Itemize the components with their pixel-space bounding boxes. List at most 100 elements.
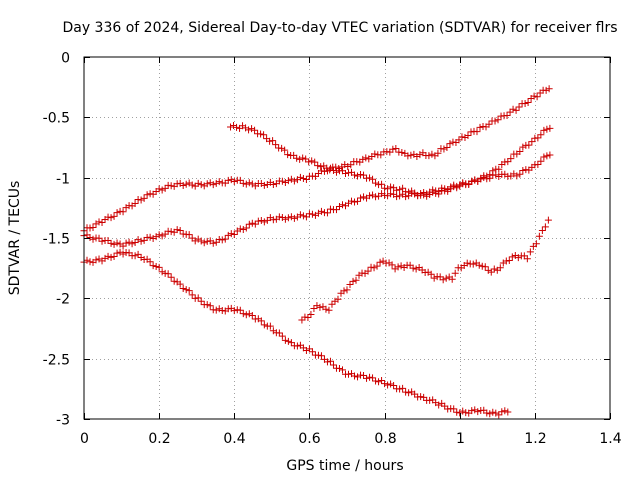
data-point <box>334 295 342 303</box>
data-point <box>92 256 100 264</box>
data-point <box>322 305 330 313</box>
data-point <box>505 257 513 265</box>
data-point <box>281 179 289 187</box>
y-axis-title: SDTVAR / TECUs <box>7 181 23 296</box>
data-point <box>364 267 372 275</box>
data-point <box>248 180 256 188</box>
data-point <box>384 381 392 389</box>
data-point <box>359 155 367 163</box>
data-point <box>328 300 336 308</box>
x-tick-label: 1.2 <box>524 431 546 447</box>
data-point <box>432 187 440 195</box>
data-point <box>351 372 359 380</box>
data-point <box>311 172 319 180</box>
data-point <box>146 258 154 266</box>
data-point <box>230 307 238 315</box>
data-point <box>405 389 413 397</box>
data-point <box>269 181 277 189</box>
data-point <box>215 305 223 313</box>
data-point <box>290 214 298 222</box>
data-point <box>453 182 461 190</box>
data-point <box>402 388 410 396</box>
data-point <box>110 212 118 220</box>
data-point <box>492 409 500 417</box>
data-point <box>95 218 103 226</box>
data-point <box>349 277 357 285</box>
data-point <box>308 157 316 165</box>
data-point <box>513 172 521 180</box>
data-point <box>471 406 479 414</box>
data-point <box>417 393 425 401</box>
data-point <box>438 184 446 192</box>
data-point <box>533 93 541 101</box>
data-point <box>257 179 265 187</box>
data-point <box>362 154 370 162</box>
data-point <box>197 237 205 245</box>
series-track-c <box>80 248 512 419</box>
data-point <box>248 125 256 133</box>
data-point <box>308 348 316 356</box>
data-point <box>119 208 127 216</box>
data-point <box>408 189 416 197</box>
data-point <box>206 302 214 310</box>
data-point <box>278 332 286 340</box>
data-point <box>260 321 268 329</box>
data-point <box>191 237 199 245</box>
data-point <box>398 148 406 156</box>
data-point <box>340 287 348 295</box>
data-point <box>396 186 404 194</box>
data-point <box>394 263 402 271</box>
data-point <box>378 180 386 188</box>
data-point <box>412 265 420 273</box>
data-point <box>317 352 325 360</box>
data-point <box>197 181 205 189</box>
data-point <box>89 235 97 243</box>
data-point <box>371 150 379 158</box>
data-point <box>155 185 163 193</box>
data-point <box>239 225 247 233</box>
data-point <box>215 178 223 186</box>
data-point <box>486 410 494 418</box>
y-tick-label: -3 <box>56 413 70 429</box>
data-point <box>104 252 112 260</box>
data-point <box>345 370 353 378</box>
data-point <box>296 173 304 181</box>
x-tick-label: 1.4 <box>599 431 621 447</box>
data-point <box>122 239 130 247</box>
data-point <box>373 262 381 270</box>
data-point <box>245 310 253 318</box>
data-point <box>467 128 475 136</box>
data-point <box>369 191 377 199</box>
data-point <box>158 268 166 276</box>
data-point <box>116 248 124 256</box>
series-track-e <box>298 216 552 324</box>
data-point <box>203 180 211 188</box>
data-point <box>278 177 286 185</box>
data-point <box>354 373 362 381</box>
data-point <box>290 151 298 159</box>
data-point <box>167 273 175 281</box>
data-point <box>351 198 359 206</box>
data-point <box>435 188 443 196</box>
data-point <box>188 291 196 299</box>
data-point <box>399 184 407 192</box>
data-point <box>378 377 386 385</box>
data-point <box>376 258 384 266</box>
data-point <box>305 345 313 353</box>
data-point <box>424 268 432 276</box>
data-point <box>332 163 340 171</box>
data-point <box>287 339 295 347</box>
data-point <box>377 151 385 159</box>
data-point <box>316 303 324 311</box>
data-point <box>468 407 476 415</box>
data-point <box>305 210 313 218</box>
data-point <box>203 301 211 309</box>
data-point <box>302 346 310 354</box>
data-point <box>95 234 103 242</box>
data-point <box>540 126 548 134</box>
data-point <box>278 144 286 152</box>
data-point <box>516 170 524 178</box>
y-tick-label: -1.5 <box>43 232 70 248</box>
x-tick-label: 1 <box>456 431 465 447</box>
data-point <box>293 154 301 162</box>
